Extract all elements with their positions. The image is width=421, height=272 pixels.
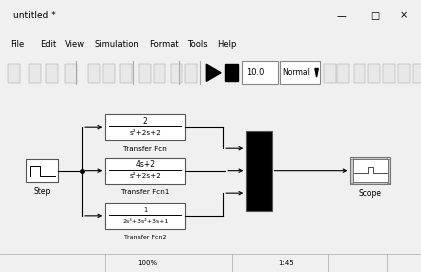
Bar <box>105 158 185 184</box>
Text: Step: Step <box>33 187 51 196</box>
Bar <box>65 64 77 83</box>
Text: Tools: Tools <box>187 40 208 50</box>
Text: 10.0: 10.0 <box>246 68 265 77</box>
Bar <box>280 61 320 84</box>
Text: Help: Help <box>217 40 236 50</box>
Text: 1: 1 <box>143 207 147 213</box>
Text: Simulation: Simulation <box>95 40 139 50</box>
Text: untitled *: untitled * <box>13 11 56 20</box>
Text: ×: × <box>400 11 408 21</box>
Bar <box>246 131 272 211</box>
Text: Scope: Scope <box>359 189 382 198</box>
Bar <box>398 64 410 83</box>
Bar <box>337 64 349 83</box>
Text: 2s³+3s²+3s+1: 2s³+3s²+3s+1 <box>122 219 168 224</box>
Text: s²+2s+2: s²+2s+2 <box>129 173 161 180</box>
Bar <box>103 64 115 83</box>
Bar <box>368 64 380 83</box>
Polygon shape <box>315 69 318 77</box>
Bar <box>171 64 182 83</box>
Text: 2: 2 <box>143 117 148 126</box>
Text: 4s+2: 4s+2 <box>135 160 155 169</box>
Text: Format: Format <box>149 40 179 50</box>
Text: 1:45: 1:45 <box>278 260 294 266</box>
Text: Normal: Normal <box>282 68 310 77</box>
Text: View: View <box>65 40 85 50</box>
Bar <box>383 64 395 83</box>
Bar <box>242 61 278 84</box>
Bar <box>354 64 365 83</box>
Bar <box>88 64 100 83</box>
Bar <box>120 64 132 83</box>
Bar <box>46 64 58 83</box>
Bar <box>154 64 165 83</box>
Bar <box>350 183 353 184</box>
Text: File: File <box>11 40 25 50</box>
Text: 100%: 100% <box>137 260 157 266</box>
Text: □: □ <box>370 11 380 21</box>
Bar <box>225 64 238 81</box>
Bar <box>354 159 388 182</box>
Bar <box>351 157 391 184</box>
Bar <box>324 64 336 83</box>
Text: Transfer Fcn1: Transfer Fcn1 <box>121 190 169 196</box>
Bar <box>350 157 353 159</box>
Bar <box>105 114 185 140</box>
Bar <box>139 64 151 83</box>
Text: Transfer Fcn2: Transfer Fcn2 <box>124 235 166 240</box>
Bar <box>387 157 391 159</box>
Bar <box>26 159 58 183</box>
Bar <box>413 64 421 83</box>
Text: s²+2s+2: s²+2s+2 <box>129 130 161 136</box>
Bar <box>185 64 197 83</box>
Bar <box>29 64 41 83</box>
Text: —: — <box>337 11 346 21</box>
Bar <box>105 203 185 229</box>
Text: Transfer Fcn: Transfer Fcn <box>123 146 167 152</box>
Polygon shape <box>206 64 221 81</box>
Text: Edit: Edit <box>40 40 56 50</box>
Bar <box>8 64 20 83</box>
Bar <box>387 183 391 184</box>
